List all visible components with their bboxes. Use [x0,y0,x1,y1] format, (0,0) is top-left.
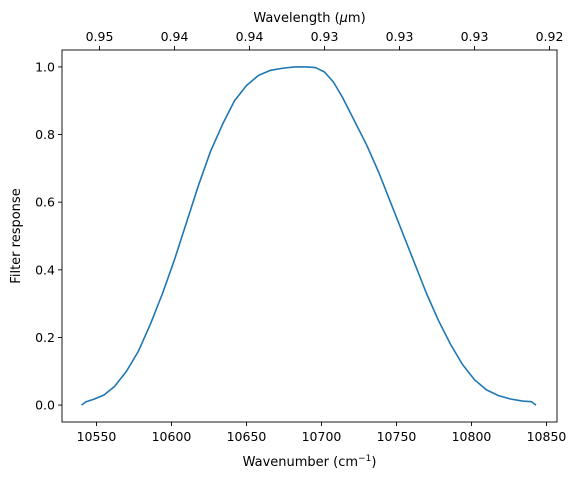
x-axis-label-superscript: −1 [358,454,371,464]
x-axis-ticks: 10550 10600 10650 10700 10750 10800 10850 [77,422,567,444]
top-tick-label: 0.93 [461,29,489,44]
x-tick-label: 10750 [377,429,417,444]
x-tick-label: 10800 [452,429,492,444]
top-tick-label: 0.93 [386,29,414,44]
top-axis-ticks: 0.95 0.94 0.94 0.93 0.93 0.93 0.92 [86,29,564,50]
x-tick-label: 10650 [227,429,267,444]
top-tick-label: 0.95 [86,29,114,44]
y-axis-ticks: 0.0 0.2 0.4 0.6 0.8 1.0 [35,59,62,413]
x-tick-label: 10550 [77,429,117,444]
top-tick-label: 0.92 [536,29,564,44]
plot-area [62,50,557,422]
axes-frame [61,49,558,423]
top-tick-label: 0.94 [236,29,264,44]
x-axis-label: Wavenumber (cm−1) [243,454,377,470]
series-layer [81,66,537,406]
y-tick-label: 0.8 [35,127,55,142]
top-tick-label: 0.94 [161,29,189,44]
x-tick-label: 10700 [302,429,342,444]
filter-response-line [81,66,537,406]
y-tick-label: 0.4 [35,262,55,277]
y-tick-label: 1.0 [35,59,55,74]
x-tick-label: 10850 [527,429,567,444]
y-tick-label: 0.0 [35,398,55,413]
y-axis-label: Filter response [9,188,24,283]
y-tick-label: 0.2 [35,330,55,345]
top-tick-label: 0.93 [311,29,339,44]
y-tick-label: 0.6 [35,195,55,210]
top-axis-label: Wavelength (μm) [253,11,365,26]
x-tick-label: 10600 [152,429,192,444]
